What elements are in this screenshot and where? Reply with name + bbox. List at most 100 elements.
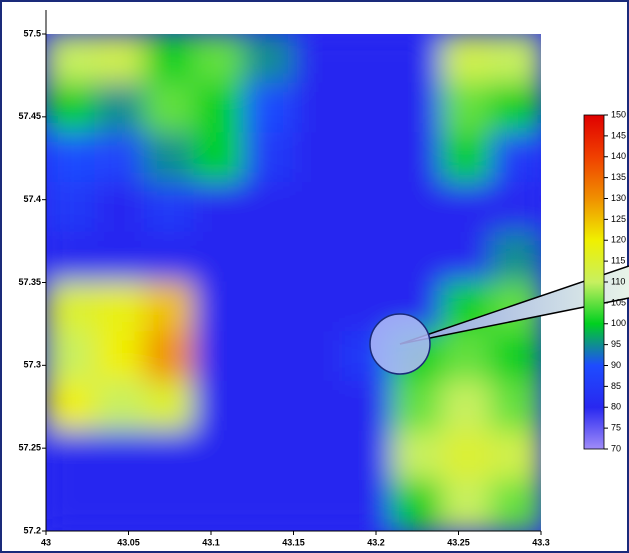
heatmap-cell <box>293 232 345 284</box>
heatmap-cell <box>293 282 345 334</box>
x-tick-label: 43.25 <box>447 537 470 547</box>
heatmap-cell <box>441 83 493 135</box>
heatmap-cell <box>194 480 246 532</box>
heatmap-cell <box>144 431 196 483</box>
heatmap-cell <box>293 33 345 85</box>
heatmap-cell <box>194 431 246 483</box>
x-tick-label: 43.1 <box>202 537 220 547</box>
colorbar-tick-label: 80 <box>611 402 621 412</box>
heatmap-cell <box>95 431 147 483</box>
heatmap-cell <box>194 33 246 85</box>
colorbar-tick-label: 150 <box>611 109 626 119</box>
colorbar-tick-label: 145 <box>611 130 626 140</box>
heatmap-cell <box>144 132 196 184</box>
heatmap-cell <box>342 132 394 184</box>
x-tick-label: 43.2 <box>367 537 385 547</box>
heatmap-cell <box>95 83 147 135</box>
x-tick-label: 43.15 <box>282 537 305 547</box>
heatmap-cell <box>95 282 147 334</box>
heatmap-cell <box>293 331 345 383</box>
heatmap-cell <box>441 431 493 483</box>
heatmap-cell <box>45 282 97 334</box>
heatmap-cell <box>194 182 246 234</box>
heatmap-cell <box>194 232 246 284</box>
chart: 7075808590951001051101151201251301351401… <box>0 0 629 553</box>
heatmap-cell <box>392 33 444 85</box>
heatmap-cell <box>342 232 394 284</box>
heatmap-cell <box>243 33 295 85</box>
heatmap-cell <box>293 83 345 135</box>
colorbar-tick-label: 140 <box>611 151 626 161</box>
heatmap-cell <box>441 33 493 85</box>
heatmap-cell <box>144 83 196 135</box>
heatmap-cell <box>194 132 246 184</box>
heatmap-cell <box>491 480 543 532</box>
heatmap-cell <box>392 182 444 234</box>
y-tick-label: 57.5 <box>23 28 41 38</box>
heatmap-cell <box>293 132 345 184</box>
heatmap-cell <box>95 480 147 532</box>
heatmap-cell <box>441 182 493 234</box>
heatmap-cell <box>342 381 394 433</box>
heatmap-cell <box>342 83 394 135</box>
heatmap-cell <box>243 182 295 234</box>
heatmap-cell <box>441 132 493 184</box>
heatmap-cell <box>342 182 394 234</box>
heatmap-cell <box>243 232 295 284</box>
heatmap-cell <box>45 83 97 135</box>
heatmap-cell <box>144 182 196 234</box>
plot-area <box>45 33 542 532</box>
heatmap-cell <box>392 232 444 284</box>
heatmap-cell <box>293 431 345 483</box>
colorbar-tick-label: 105 <box>611 297 626 307</box>
heatmap-cell <box>441 480 493 532</box>
colorbar-tick-label: 75 <box>611 423 621 433</box>
colorbar-tick-label: 110 <box>611 276 625 286</box>
heatmap-cell <box>491 331 543 383</box>
heatmap-cell <box>144 331 196 383</box>
y-tick-label: 57.2 <box>23 525 41 535</box>
heatmap-cell <box>392 132 444 184</box>
heatmap-cell <box>45 182 97 234</box>
heatmap-cell <box>491 232 543 284</box>
heatmap-cell <box>491 132 543 184</box>
heatmap-cell <box>95 232 147 284</box>
y-tick-label: 57.3 <box>23 360 41 370</box>
colorbar-tick-label: 135 <box>611 172 626 182</box>
colorbar-tick-label: 120 <box>611 235 626 245</box>
heatmap-cell <box>45 431 97 483</box>
heatmap-cell <box>95 33 147 85</box>
colorbar-tick-label: 90 <box>611 360 621 370</box>
heatmap-cell <box>95 331 147 383</box>
heatmap-cell <box>491 33 543 85</box>
heatmap-cell <box>243 480 295 532</box>
heatmap-cell <box>491 381 543 433</box>
x-tick-label: 43.05 <box>117 537 140 547</box>
colorbar-tick-label: 85 <box>611 381 621 391</box>
colorbar-tick-label: 70 <box>611 443 621 453</box>
heatmap-cell <box>342 33 394 85</box>
colorbar-tick-label: 95 <box>611 339 621 349</box>
colorbar-tick-label: 100 <box>611 318 626 328</box>
heatmap-cell <box>392 381 444 433</box>
callout-circle <box>370 314 430 374</box>
heatmap-cell <box>45 480 97 532</box>
heatmap-cell <box>243 132 295 184</box>
heatmap-cell <box>45 33 97 85</box>
heatmap-cell <box>144 232 196 284</box>
heatmap-cell <box>491 431 543 483</box>
heatmap-cell <box>491 83 543 135</box>
heatmap-cell <box>45 132 97 184</box>
heatmap-cell <box>243 282 295 334</box>
heatmap-cell <box>45 232 97 284</box>
heatmap <box>45 33 542 532</box>
y-tick-label: 57.45 <box>18 111 41 121</box>
heatmap-cell <box>392 431 444 483</box>
heatmap-cell <box>194 83 246 135</box>
heatmap-cell <box>293 381 345 433</box>
heatmap-cell <box>144 381 196 433</box>
heatmap-cell <box>144 33 196 85</box>
heatmap-cell <box>45 331 97 383</box>
heatmap-cell <box>95 132 147 184</box>
colorbar-tick-label: 115 <box>611 256 625 266</box>
